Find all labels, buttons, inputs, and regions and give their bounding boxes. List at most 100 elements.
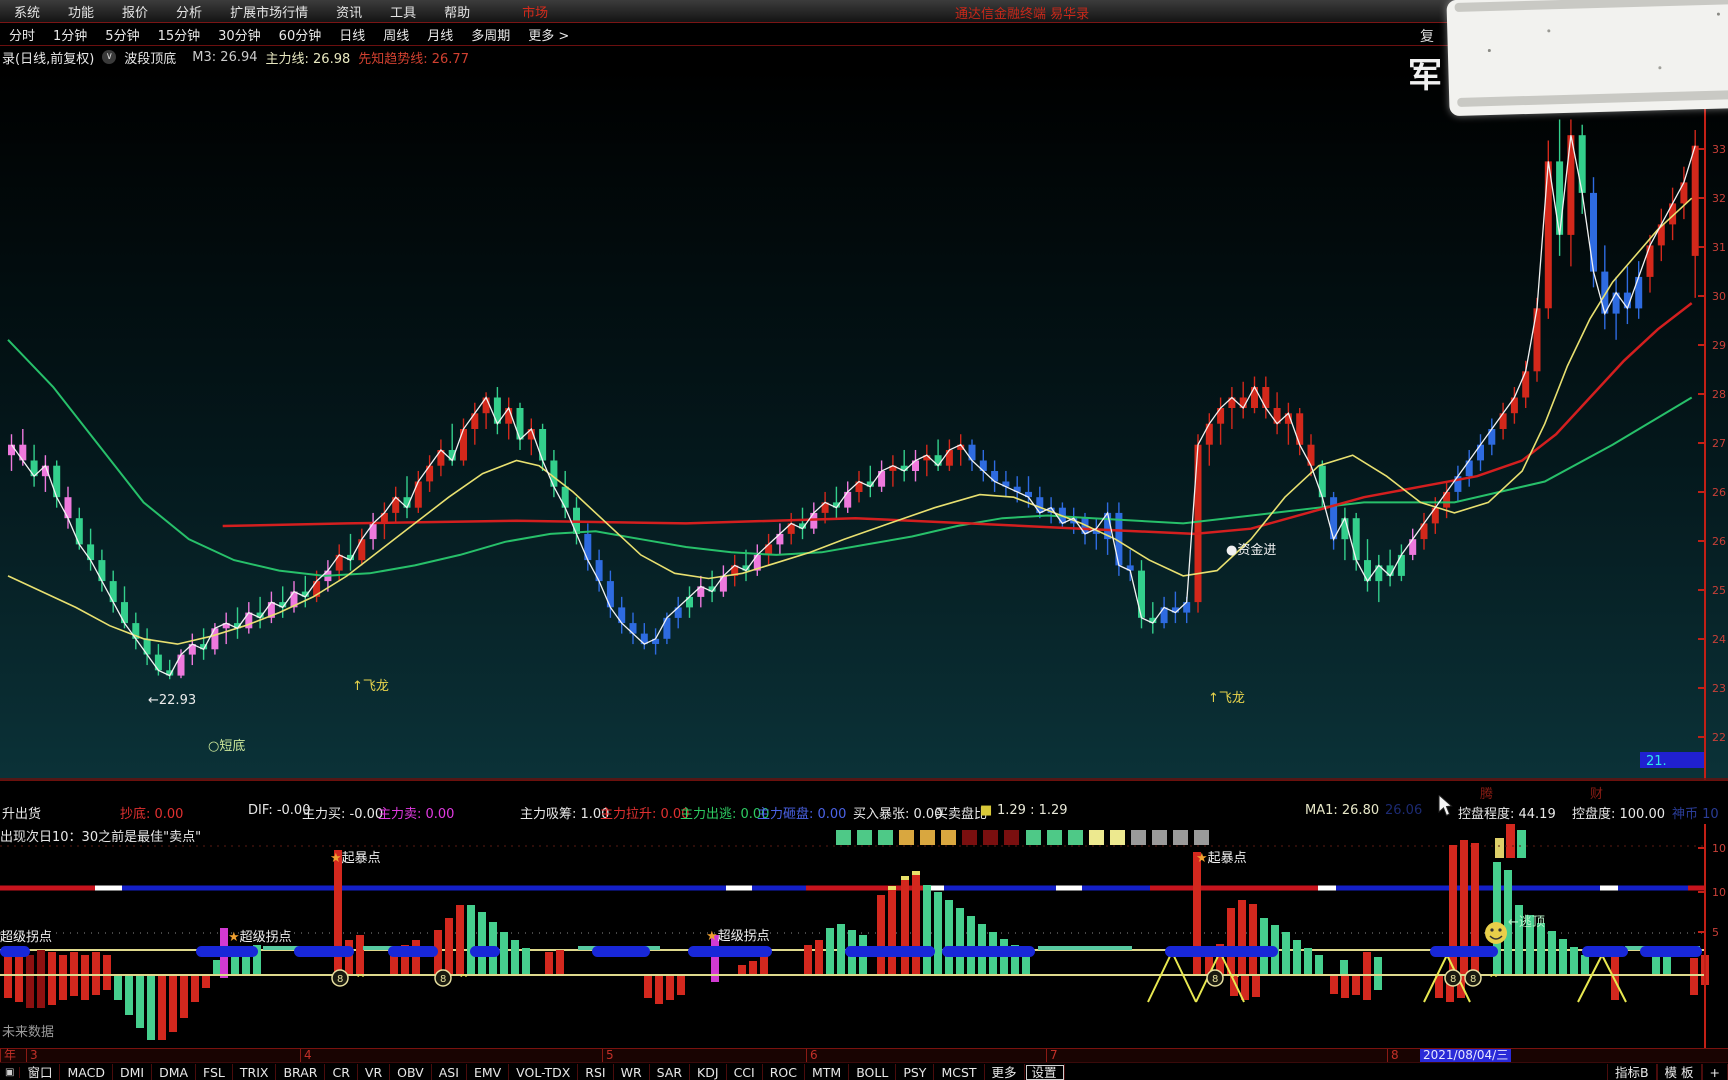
- indicator-tab-FSL[interactable]: FSL: [196, 1063, 233, 1080]
- candle-body: [267, 602, 275, 618]
- indicator-tab-CCI[interactable]: CCI: [727, 1063, 763, 1080]
- candle-body: [1646, 245, 1654, 277]
- indicator-tab-SAR[interactable]: SAR: [650, 1063, 691, 1080]
- candle-body: [1138, 570, 1145, 618]
- indicator-tab-WR[interactable]: WR: [614, 1063, 650, 1080]
- candle-body: [1352, 518, 1360, 561]
- timeframe-tab-周线[interactable]: 周线: [383, 28, 410, 44]
- candle-body: [98, 560, 106, 582]
- timeframe-tab-30分钟[interactable]: 30分钟: [218, 28, 261, 44]
- menu-item-扩展市场行情[interactable]: 扩展市场行情: [230, 5, 309, 21]
- indicator-tab-VOL-TDX[interactable]: VOL-TDX: [509, 1063, 579, 1080]
- indicator-tab-DMI[interactable]: DMI: [113, 1063, 153, 1080]
- candle-body: [844, 491, 852, 508]
- candle-body: [618, 607, 626, 624]
- blue-capsule-marker: [294, 946, 354, 957]
- toolbar-right-指标B[interactable]: 指标B: [1606, 1063, 1657, 1080]
- price-tick-label: 26: [1712, 486, 1726, 499]
- indicator-tab-KDJ[interactable]: KDJ: [690, 1063, 727, 1080]
- histogram-bar: [37, 950, 45, 1008]
- indicator-tab-TRIX[interactable]: TRIX: [233, 1063, 277, 1080]
- candle-body: [821, 502, 829, 513]
- sticker-specks: [1487, 48, 1491, 53]
- candle-body: [200, 644, 208, 650]
- indicator-tab-更多[interactable]: 更多: [985, 1063, 1025, 1080]
- legend-square: [1068, 830, 1083, 845]
- indicator-tab-ASI[interactable]: ASI: [432, 1063, 467, 1080]
- indicator-axis-label: 10: [1712, 886, 1726, 899]
- toolbar-right-模 板[interactable]: 模 板: [1656, 1063, 1702, 1080]
- candle-body: [550, 460, 558, 487]
- menu-item-帮助[interactable]: 帮助: [444, 5, 471, 21]
- indicator-tab-EMV[interactable]: EMV: [467, 1063, 510, 1080]
- caret-mark: ^: [1489, 972, 1498, 985]
- menu-item-报价[interactable]: 报价: [122, 5, 149, 21]
- timeframe-tab-月线[interactable]: 月线: [427, 28, 454, 44]
- menu-item-active[interactable]: 市场: [522, 5, 549, 21]
- indicator-tab-MACD[interactable]: MACD: [60, 1063, 113, 1080]
- candle-body: [1104, 512, 1112, 540]
- menu-item-分析[interactable]: 分析: [176, 5, 203, 21]
- histogram-bar: [356, 935, 364, 975]
- menu-item-系统[interactable]: 系统: [14, 5, 41, 21]
- legend-square: [1026, 830, 1041, 845]
- month-tick: [602, 1049, 603, 1062]
- timeframe-tab-60分钟[interactable]: 60分钟: [278, 28, 322, 44]
- timeframe-tab-1分钟[interactable]: 1分钟: [53, 28, 88, 44]
- histogram-bar: [1230, 975, 1238, 996]
- month-tick: [806, 1049, 807, 1062]
- toolbar-right-+[interactable]: +: [1701, 1063, 1728, 1080]
- histogram-bar: [1570, 947, 1578, 975]
- indicator-tab-MTM[interactable]: MTM: [805, 1063, 850, 1080]
- timeframe-tab-多周期[interactable]: 多周期: [471, 28, 511, 44]
- candle-body: [595, 560, 603, 582]
- indicator-tab-MCST[interactable]: MCST: [934, 1063, 985, 1080]
- month-label: 3: [30, 1048, 38, 1062]
- menu-item-资讯[interactable]: 资讯: [336, 5, 363, 21]
- histogram-bar: [1457, 975, 1465, 998]
- price-tick-label: 22: [1712, 731, 1726, 744]
- candle-body: [1612, 292, 1620, 314]
- main-candlestick-chart[interactable]: 3433323130292827262625242322←22.93○短底↑飞龙…: [0, 68, 1728, 780]
- circled-number-marker: [331, 969, 349, 987]
- timeframe-tab-5分钟[interactable]: 5分钟: [105, 28, 140, 44]
- indicator-tab-DMA[interactable]: DMA: [152, 1063, 197, 1080]
- timeframe-tab-分时[interactable]: 分时: [9, 28, 36, 44]
- indicator-stat: DIF: -0.00: [248, 803, 311, 818]
- indicator-stat: 主力卖: 0.00: [378, 807, 455, 822]
- partial-char: 复: [1420, 29, 1434, 45]
- caret-mark: ^: [356, 972, 365, 985]
- sticker-streak-top: [1454, 0, 1728, 12]
- indicator-tab-窗口[interactable]: 窗口: [20, 1063, 61, 1080]
- indicator-tab-设置[interactable]: 设置: [1025, 1063, 1065, 1080]
- month-label: 7: [1050, 1048, 1058, 1062]
- timeframe-tab-15分钟[interactable]: 15分钟: [157, 28, 201, 44]
- candle-body: [1510, 397, 1518, 414]
- indicator-tab-ROC[interactable]: ROC: [763, 1063, 805, 1080]
- timeframe-tab-更多 >[interactable]: 更多 >: [528, 28, 570, 44]
- candle-body: [1623, 292, 1631, 309]
- window-icon[interactable]: ▣: [0, 1066, 21, 1078]
- candle-body: [663, 617, 671, 639]
- indicator-tab-BOLL[interactable]: BOLL: [849, 1063, 897, 1080]
- histogram-bar: [1526, 915, 1534, 975]
- indicator-tab-VR[interactable]: VR: [358, 1063, 391, 1080]
- candle-body: [1251, 387, 1258, 408]
- indicator-tab-BRAR[interactable]: BRAR: [276, 1063, 326, 1080]
- indicator-tab-RSI[interactable]: RSI: [578, 1063, 614, 1080]
- histogram-bar: [253, 945, 261, 975]
- stock-period-label[interactable]: 录(日线,前复权): [2, 51, 95, 67]
- indicator-name[interactable]: 波段顶底: [124, 51, 177, 67]
- indicator-tab-PSY[interactable]: PSY: [896, 1063, 935, 1080]
- indicator-axis-label: 10: [1712, 842, 1726, 855]
- indicator-tab-OBV[interactable]: OBV: [390, 1063, 432, 1080]
- timeframe-tab-日线[interactable]: 日线: [339, 28, 366, 44]
- chevron-down-icon[interactable]: ∨: [102, 50, 117, 64]
- candle-body: [912, 460, 919, 471]
- menu-item-功能[interactable]: 功能: [68, 5, 95, 21]
- indicator-tab-CR[interactable]: CR: [325, 1063, 358, 1080]
- candle-body: [64, 497, 72, 519]
- menu-item-工具[interactable]: 工具: [390, 5, 417, 21]
- candle-body: [121, 602, 128, 624]
